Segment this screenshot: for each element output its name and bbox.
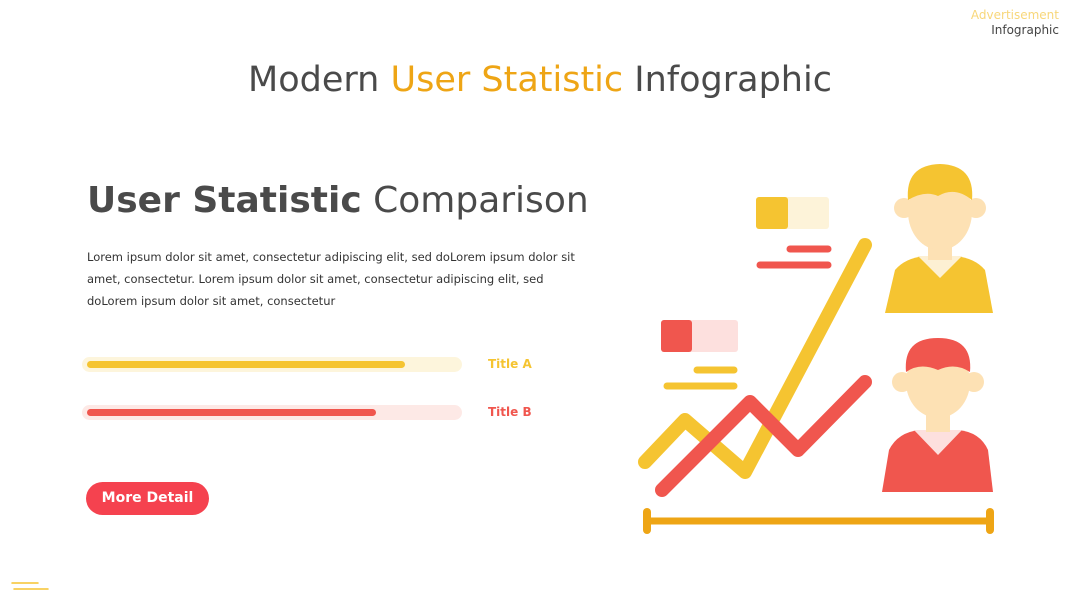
bar-fill (87, 361, 406, 368)
title-highlight: User Statistic (390, 60, 624, 100)
heading-bold: User Statistic (87, 180, 362, 221)
bar-fill (87, 409, 376, 416)
title-start: Modern (248, 60, 391, 100)
heading-light: Comparison (361, 180, 589, 221)
title-end: Infographic (623, 60, 832, 100)
tag-bottom: Infographic (991, 23, 1059, 37)
tag-top: Advertisement (970, 8, 1059, 22)
bar-track (82, 405, 462, 420)
bar-label: Title A (488, 357, 532, 371)
more-detail-button[interactable]: More Detail (86, 482, 209, 515)
bar-track (82, 357, 462, 372)
heading: User Statistic Comparison (87, 180, 589, 221)
bar-label: Title B (488, 405, 532, 419)
paragraph: Lorem ipsum dolor sit amet, consectetur … (87, 250, 575, 308)
title: Modern User Statistic Infographic (0, 60, 1080, 100)
